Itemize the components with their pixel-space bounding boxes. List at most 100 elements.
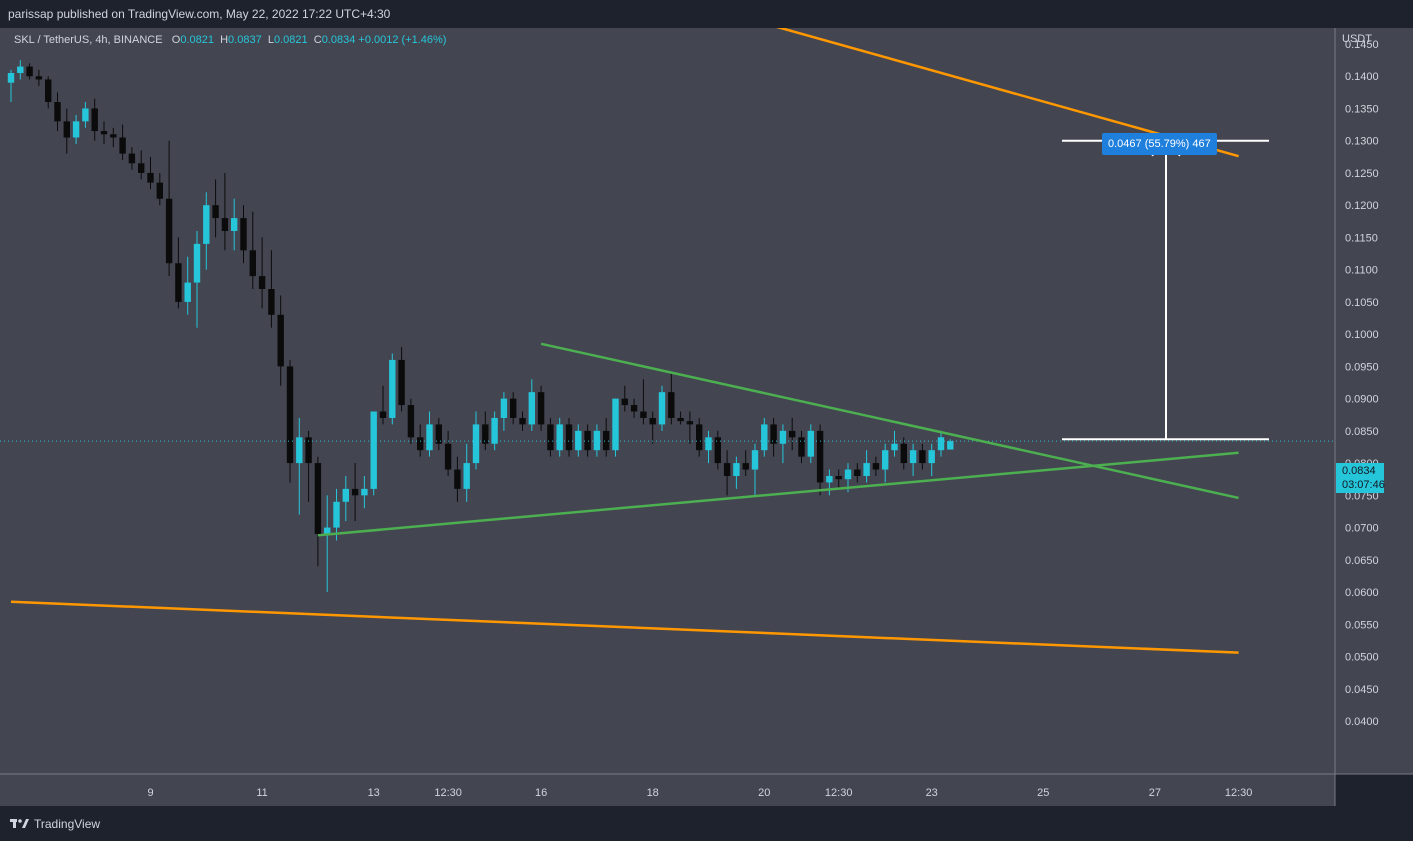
low-value: 0.0821 <box>273 34 308 46</box>
candle-body <box>435 424 442 444</box>
candle-body <box>500 398 508 418</box>
open-value: 0.0821 <box>180 34 214 46</box>
change-value: +0.0012 (+1.46%) <box>358 34 447 46</box>
candle-body <box>854 469 861 476</box>
candle-body <box>519 417 526 425</box>
candle-body <box>305 437 312 464</box>
price-tick-labels: 0.1450 0.1400 0.1350 0.1300 0.1250 0.1200 0.11… <box>1345 39 1379 728</box>
candle-body <box>361 488 368 496</box>
candle-body <box>686 421 694 425</box>
candle-body <box>640 411 647 418</box>
candle-body <box>472 424 480 464</box>
symbol-name: SKL / TetherUS, 4h, BINANCE <box>14 34 163 46</box>
candle-body <box>733 463 740 476</box>
candle-body <box>798 437 805 457</box>
candle-body <box>863 463 870 476</box>
price-tick-label: 0.0650 <box>1345 555 1379 567</box>
price-tick-label: 0.1450 <box>1345 39 1379 51</box>
candle-body <box>26 66 33 77</box>
open-label: O <box>171 34 181 46</box>
price-tick-label: 0.1350 <box>1345 103 1379 115</box>
candle-body <box>872 463 880 470</box>
candle-body <box>491 417 498 444</box>
candle-body <box>35 76 43 80</box>
price-tick-label: 0.1100 <box>1345 265 1378 277</box>
price-tick-label: 0.1150 <box>1345 232 1378 244</box>
candle-body <box>891 443 898 451</box>
candle-body <box>407 405 415 438</box>
candle-body <box>900 443 907 464</box>
price-tick-label: 0.1400 <box>1345 71 1379 83</box>
candle-body <box>621 398 628 406</box>
candle-body <box>630 405 638 412</box>
candle-body <box>7 73 15 83</box>
candle-body <box>482 424 489 444</box>
price-tick-label: 0.1050 <box>1345 297 1379 309</box>
price-tick-label: 0.0850 <box>1345 426 1379 438</box>
symbol-legend[interactable]: SKL / TetherUS, 4h, BINANCE O0.0821 H0.0… <box>14 34 446 46</box>
low-label: L <box>267 34 274 46</box>
candle-body <box>324 527 331 535</box>
candle-body <box>119 137 126 154</box>
time-tick-label: 12:30 <box>434 787 462 799</box>
candle-body <box>379 411 387 418</box>
candle-body <box>770 424 777 444</box>
price-tick-label: 0.1200 <box>1345 200 1379 212</box>
candle-body <box>45 79 52 103</box>
candle-body <box>249 250 256 277</box>
bar-countdown: 03:07:46 <box>1342 479 1385 491</box>
triangle-lower-line <box>317 451 1239 537</box>
candle-body <box>696 424 703 451</box>
candle-body <box>333 501 340 528</box>
price-axis[interactable] <box>1335 28 1413 774</box>
candle-body <box>789 430 796 438</box>
high-label: H <box>220 34 229 46</box>
candle-body <box>779 430 787 444</box>
price-tick-label: 0.0600 <box>1345 587 1379 599</box>
candle-body <box>193 243 201 283</box>
time-tick-label: 20 <box>758 787 770 799</box>
candle-body <box>277 314 284 367</box>
candle-body <box>221 218 229 231</box>
candle-body <box>835 475 842 480</box>
time-tick-labels: 9 11 13 12:30 16 18 20 12:30 23 25 27 12:30 <box>147 787 1252 799</box>
publish-info: parissap published on TradingView.com, M… <box>0 0 1413 28</box>
candle-body <box>947 441 954 450</box>
currency-label[interactable]: USDT <box>1342 33 1372 45</box>
time-tick-label: 18 <box>647 787 659 799</box>
candle-body <box>816 430 824 483</box>
price-tick-label: 0.0500 <box>1345 652 1379 664</box>
time-tick-label: 12:30 <box>1225 787 1253 799</box>
candle-body <box>603 430 610 451</box>
candle-body <box>398 359 405 406</box>
time-tick-label: 12:30 <box>825 787 853 799</box>
candle-body <box>761 424 768 451</box>
measure-label[interactable]: 0.0467 (55.79%) 467 <box>1102 133 1217 155</box>
candle-body <box>72 121 80 138</box>
candle-body <box>537 392 545 425</box>
candle-body <box>110 134 117 138</box>
price-tick-label: 0.0950 <box>1345 361 1379 373</box>
candle-body <box>909 450 917 464</box>
candle-body <box>454 469 461 489</box>
candle-body <box>389 359 396 418</box>
time-tick-label: 16 <box>535 787 547 799</box>
time-tick-label: 9 <box>147 787 153 799</box>
candle-body <box>286 366 294 464</box>
candle-body <box>426 424 433 451</box>
candle-body <box>807 430 814 457</box>
candle-body <box>231 218 238 231</box>
candle-body <box>82 108 89 122</box>
candles <box>7 60 954 593</box>
candle-body <box>314 463 322 535</box>
triangle-upper-line <box>540 342 1239 500</box>
tradingview-logo[interactable]: TradingView <box>10 817 100 831</box>
candle-body <box>575 430 582 451</box>
candle-body <box>417 437 424 451</box>
candle-body <box>565 424 573 451</box>
candle-body <box>342 488 349 502</box>
candle-body <box>723 463 731 476</box>
time-axis[interactable] <box>0 774 1335 806</box>
candle-body <box>100 131 108 135</box>
candle-body <box>593 430 601 451</box>
